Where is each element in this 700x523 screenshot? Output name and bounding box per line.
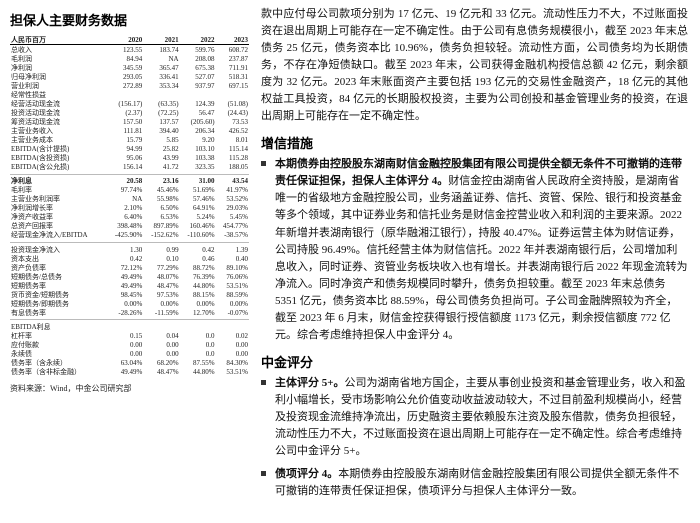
table-row: 总收入123.55183.74599.76608.72 <box>10 45 249 55</box>
table-row: 短期债务/总债务49.49%48.07%76.39%76.06% <box>10 272 249 281</box>
table-row: 净利润345.59365.47675.38711.91 <box>10 63 249 72</box>
source-note: 资料来源：Wind，中金公司研究部 <box>10 383 249 394</box>
top-paragraph: 款中应付母公司款项分别为 17 亿元、19 亿元和 33 亿元。流动性压力不大，… <box>261 6 688 125</box>
table-row: 杠杆率0.150.040.00.02 <box>10 331 249 340</box>
rating-bullet: 主体评分 5+。公司为湖南省地方国企，主要从事创业投资和基金管理业务，收入和盈利… <box>275 375 688 460</box>
col-y2: 2022 <box>180 35 216 45</box>
table-row: EBITDA(含投资损)95.0643.99103.38115.28 <box>10 154 249 163</box>
table-row: 投资活动现金流(2.37)(72.25)56.47(24.43) <box>10 108 249 117</box>
table-row: 净利息20.5823.1631.0043.54 <box>10 177 249 186</box>
table-row: 经营现金净流入/EBITDA-425.90%-152.62%-110.60%-3… <box>10 231 249 240</box>
table-row: 毛利率97.74%45.46%51.69%41.97% <box>10 186 249 195</box>
table-row: 债务率（含非标金融）49.49%48.47%44.80%53.51% <box>10 368 249 377</box>
col-y1: 2021 <box>143 35 179 45</box>
bullet-text: 财信金控由湖南省人民政府全资持股，是湖南省唯一的省级地方金融控股公司，业务涵盖证… <box>275 175 688 340</box>
table-row: EBITDA(含计提损)94.9925.82103.10115.14 <box>10 145 249 154</box>
section-title-rating: 中金评分 <box>261 352 688 371</box>
table-row: 主营业务成本15.795.859.208.01 <box>10 136 249 145</box>
table-row: 净资产收益率6.40%6.53%5.24%5.45% <box>10 213 249 222</box>
table-row: 资产负债率72.12%77.29%88.72%89.10% <box>10 263 249 272</box>
table-row: 应付账款0.000.000.00.00 <box>10 341 249 350</box>
table-row: 永续债0.000.000.00.00 <box>10 350 249 359</box>
table-row: 营业利润272.89353.34937.97697.15 <box>10 81 249 90</box>
table-row: EBITDA(含公允损)156.1441.72323.35188.05 <box>10 163 249 172</box>
table-row: 经营活动现金流(156.17)(63.35)124.39(51.08) <box>10 99 249 108</box>
col-y0: 2020 <box>107 35 143 45</box>
table-row: 投资现金净流入1.300.990.421.39 <box>10 245 249 254</box>
table-row: 债务率（含永续）63.04%68.20%87.55%84.30% <box>10 359 249 368</box>
table-row: 归母净利润293.05336.41527.07518.31 <box>10 72 249 81</box>
table-row: 经常性损益 <box>10 90 249 99</box>
table-row: 有息债务率-28.26%-11.59%12.70%-0.07% <box>10 308 249 317</box>
table-row: 短期债务/即期债务0.00%0.00%0.00%0.00% <box>10 299 249 308</box>
col-currency: 人民币百万 <box>10 35 107 45</box>
section-title-enhancement: 增信措施 <box>261 133 688 152</box>
left-header: 担保人主要财务数据 <box>10 10 249 29</box>
table-row: 筹资活动现金流157.50137.57(205.60)73.53 <box>10 117 249 126</box>
table-row: 净利润增长率2.10%6.50%64.91%29.03% <box>10 204 249 213</box>
table-row: 毛利润84.94NA208.08237.87 <box>10 54 249 63</box>
table-row: 货币资金/短期债务98.45%97.53%88.15%88.59% <box>10 290 249 299</box>
table-row: 总资产回报率398.48%897.89%160.46%454.77% <box>10 222 249 231</box>
table-row: 主营业务收入111.81394.40206.34426.52 <box>10 126 249 135</box>
rating-bullet: 债项评分 4。本期债券由控股股东湖南财信金融控股集团有限公司提供全额无条件不可撤… <box>275 466 688 500</box>
col-y3: 2023 <box>216 35 249 45</box>
table-row: 短期债务率49.49%48.47%44.80%53.51% <box>10 281 249 290</box>
financial-table: 人民币百万 2020 2021 2022 2023 总收入123.55183.7… <box>10 35 249 377</box>
enhancement-bullet: 本期债券由控股股东湖南财信金融控股集团有限公司提供全额无条件不可撤销的连带责任保… <box>275 156 688 344</box>
table-row: 主营业务利润率NA55.98%57.46%53.52% <box>10 195 249 204</box>
table-row: 资本支出0.420.100.460.40 <box>10 254 249 263</box>
table-row: EBITDA利息 <box>10 322 249 331</box>
